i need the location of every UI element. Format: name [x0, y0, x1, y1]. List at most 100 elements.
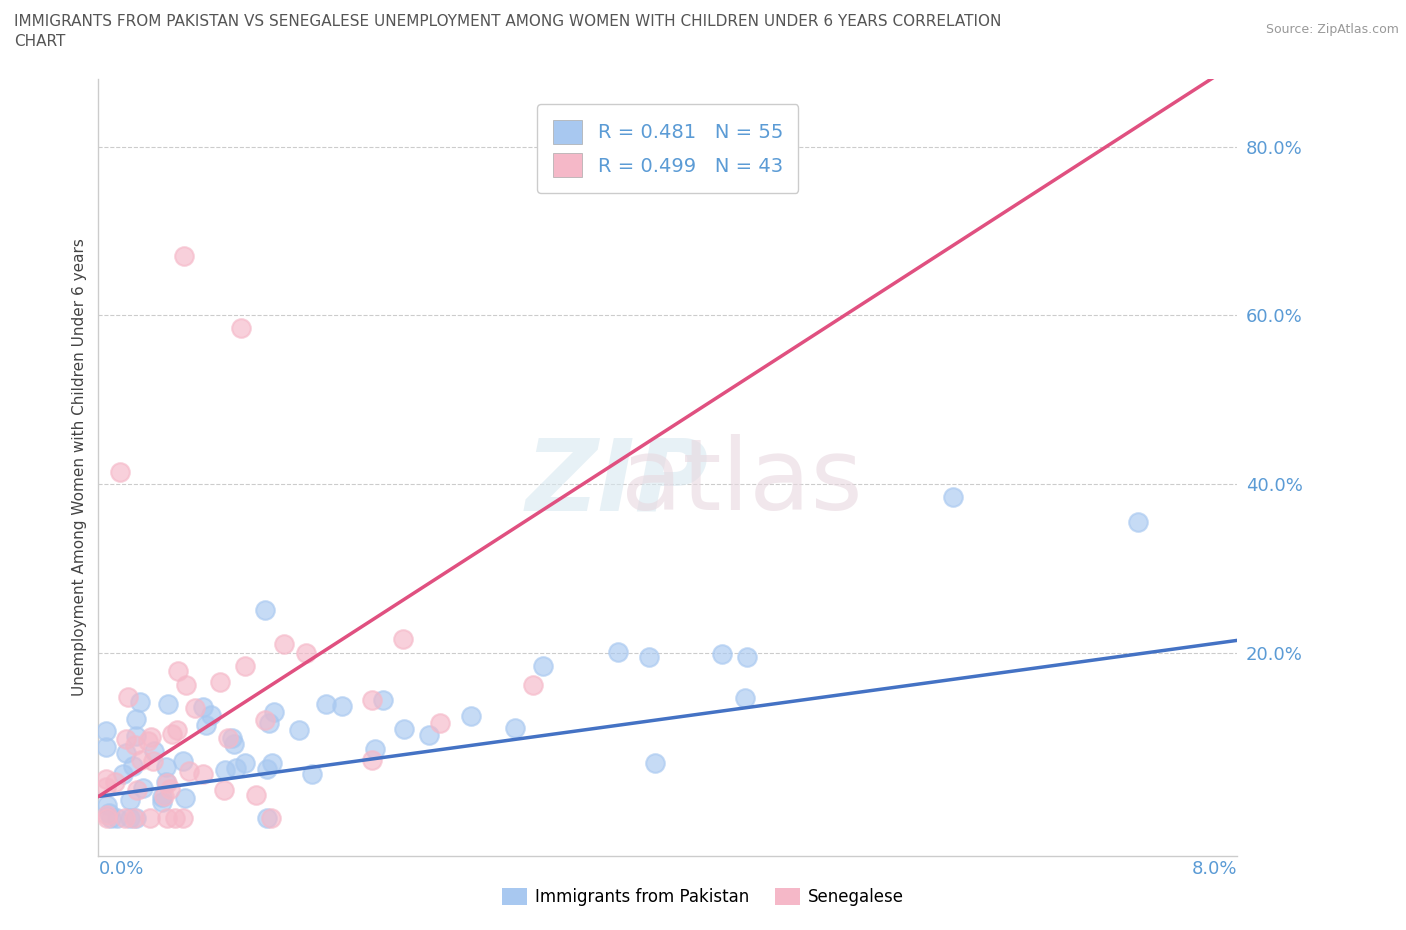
- Point: [260, 755, 283, 770]
- Point: [142, 743, 165, 758]
- Point: [263, 705, 285, 720]
- Point: [371, 693, 394, 708]
- Point: [155, 774, 177, 789]
- Point: [141, 730, 163, 745]
- Point: [124, 738, 146, 753]
- Point: [606, 644, 628, 659]
- Point: [111, 766, 134, 781]
- Point: [429, 716, 451, 731]
- Point: [177, 764, 200, 778]
- Text: CHART: CHART: [14, 34, 66, 49]
- Point: [184, 700, 207, 715]
- Point: [503, 721, 526, 736]
- Point: [256, 762, 278, 777]
- Point: [245, 787, 267, 802]
- Point: [139, 810, 162, 825]
- Text: IMMIGRANTS FROM PAKISTAN VS SENEGALESE UNEMPLOYMENT AMONG WOMEN WITH CHILDREN UN: IMMIGRANTS FROM PAKISTAN VS SENEGALESE U…: [14, 14, 1001, 29]
- Point: [229, 321, 252, 336]
- Point: [734, 691, 756, 706]
- Point: [108, 464, 131, 479]
- Point: [114, 810, 136, 825]
- Point: [165, 810, 187, 825]
- Point: [288, 723, 311, 737]
- Point: [233, 658, 256, 673]
- Point: [273, 636, 295, 651]
- Point: [301, 766, 323, 781]
- Text: Source: ZipAtlas.com: Source: ZipAtlas.com: [1265, 23, 1399, 36]
- Point: [257, 716, 280, 731]
- Point: [172, 810, 194, 825]
- Point: [122, 810, 145, 825]
- Point: [104, 775, 127, 790]
- Point: [96, 810, 118, 825]
- Legend: R = 0.481   N = 55, R = 0.499   N = 43: R = 0.481 N = 55, R = 0.499 N = 43: [537, 104, 799, 193]
- Point: [209, 674, 232, 689]
- Point: [253, 603, 276, 618]
- Legend: Immigrants from Pakistan, Senegalese: Immigrants from Pakistan, Senegalese: [495, 881, 911, 912]
- Point: [260, 810, 283, 825]
- Point: [637, 650, 659, 665]
- Point: [363, 741, 385, 756]
- Point: [96, 797, 118, 812]
- Point: [176, 678, 198, 693]
- Point: [392, 631, 415, 646]
- Point: [460, 709, 482, 724]
- Point: [156, 810, 179, 825]
- Point: [233, 755, 256, 770]
- Point: [96, 807, 118, 822]
- Point: [127, 783, 149, 798]
- Point: [124, 810, 146, 825]
- Point: [172, 753, 194, 768]
- Point: [735, 649, 758, 664]
- Point: [94, 780, 117, 795]
- Point: [98, 805, 121, 820]
- Point: [224, 737, 246, 751]
- Point: [330, 699, 353, 714]
- Y-axis label: Unemployment Among Women with Children Under 6 years: Unemployment Among Women with Children U…: [72, 238, 87, 697]
- Point: [174, 791, 197, 806]
- Point: [191, 766, 214, 781]
- Point: [153, 789, 176, 804]
- Point: [194, 717, 217, 732]
- Point: [118, 792, 141, 807]
- Point: [94, 739, 117, 754]
- Text: 0.0%: 0.0%: [98, 860, 143, 878]
- Text: ZIP: ZIP: [524, 434, 709, 531]
- Point: [214, 763, 236, 777]
- Point: [100, 810, 122, 825]
- Point: [315, 697, 337, 711]
- Point: [392, 722, 415, 737]
- Point: [166, 664, 188, 679]
- Point: [96, 772, 118, 787]
- Point: [156, 697, 179, 711]
- Point: [125, 729, 148, 744]
- Point: [221, 730, 243, 745]
- Point: [360, 753, 382, 768]
- Point: [173, 249, 195, 264]
- Text: 8.0%: 8.0%: [1192, 860, 1237, 878]
- Point: [136, 733, 159, 748]
- Point: [115, 745, 138, 760]
- Point: [225, 761, 247, 776]
- Point: [1126, 514, 1149, 529]
- Point: [94, 724, 117, 738]
- Point: [156, 776, 179, 790]
- Point: [256, 810, 278, 825]
- Point: [142, 754, 165, 769]
- Point: [166, 723, 188, 737]
- Point: [522, 677, 544, 692]
- Point: [118, 810, 141, 825]
- Point: [107, 810, 129, 825]
- Point: [214, 782, 236, 797]
- Point: [711, 646, 734, 661]
- Point: [531, 658, 554, 673]
- Point: [114, 731, 136, 746]
- Point: [162, 726, 184, 741]
- Point: [128, 695, 150, 710]
- Point: [644, 756, 666, 771]
- Point: [122, 759, 145, 774]
- Point: [125, 711, 148, 726]
- Point: [418, 728, 440, 743]
- Point: [159, 781, 181, 796]
- Point: [131, 753, 153, 768]
